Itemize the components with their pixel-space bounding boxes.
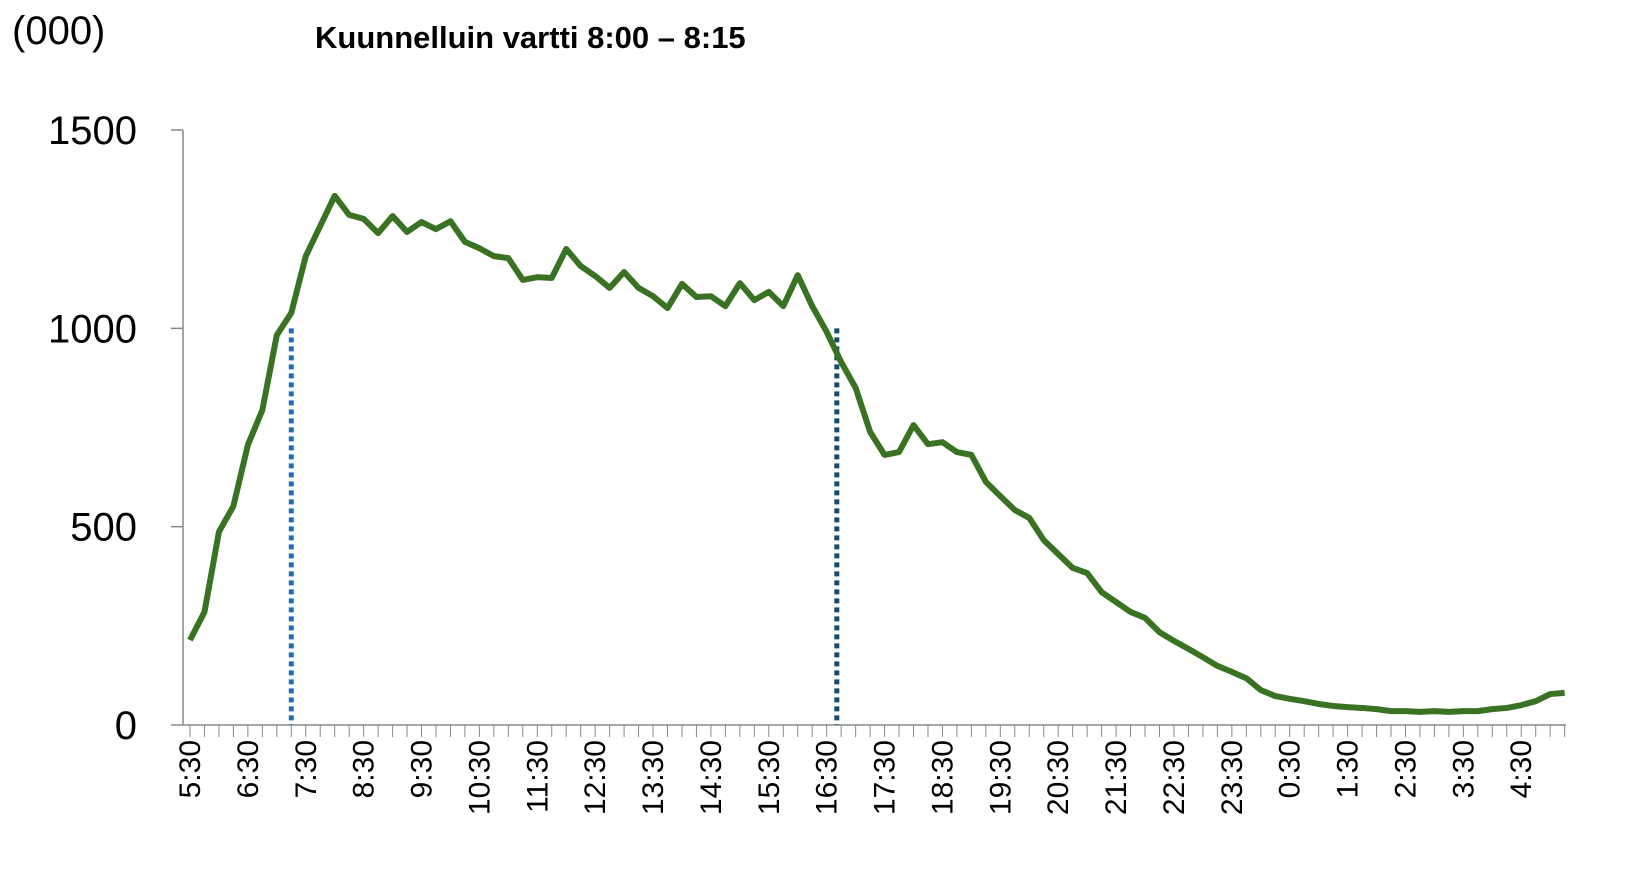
x-tick-label: 8:30 <box>348 740 381 798</box>
x-tick-label: 13:30 <box>637 740 670 815</box>
x-tick-label: 9:30 <box>406 740 439 798</box>
x-tick-label: 14:30 <box>695 740 728 815</box>
x-tick-label: 20:30 <box>1042 740 1075 815</box>
x-tick-label: 12:30 <box>579 740 612 815</box>
x-tick-label: 6:30 <box>232 740 265 798</box>
y-tick-label: 500 <box>70 506 137 550</box>
chart-title: Kuunnelluin vartti 8:00 – 8:15 <box>315 20 746 55</box>
x-tick-label: 22:30 <box>1158 740 1191 815</box>
x-tick-label: 19:30 <box>984 740 1017 815</box>
x-tick-label: 4:30 <box>1505 740 1538 798</box>
x-tick-label: 21:30 <box>1100 740 1133 815</box>
x-tick-label: 18:30 <box>926 740 959 815</box>
y-tick-label: 1500 <box>48 109 137 153</box>
x-tick-label: 3:30 <box>1447 740 1480 798</box>
x-tick-label: 10:30 <box>463 740 496 815</box>
x-tick-label: 1:30 <box>1332 740 1365 798</box>
y-tick-label: 0 <box>115 704 137 748</box>
data-line <box>187 192 1565 715</box>
x-tick-label: 2:30 <box>1389 740 1422 798</box>
y-unit-label: (000) <box>12 9 105 53</box>
y-tick-label: 1000 <box>48 307 137 351</box>
x-tick-label: 7:30 <box>290 740 323 798</box>
x-tick-label: 16:30 <box>811 740 844 815</box>
x-tick-label: 15:30 <box>753 740 786 815</box>
x-tick-label: 17:30 <box>869 740 902 815</box>
x-tick-label: 5:30 <box>174 740 207 798</box>
x-tick-label: 0:30 <box>1274 740 1307 798</box>
x-tick-label: 11:30 <box>521 740 554 813</box>
x-tick-label: 23:30 <box>1216 740 1249 815</box>
